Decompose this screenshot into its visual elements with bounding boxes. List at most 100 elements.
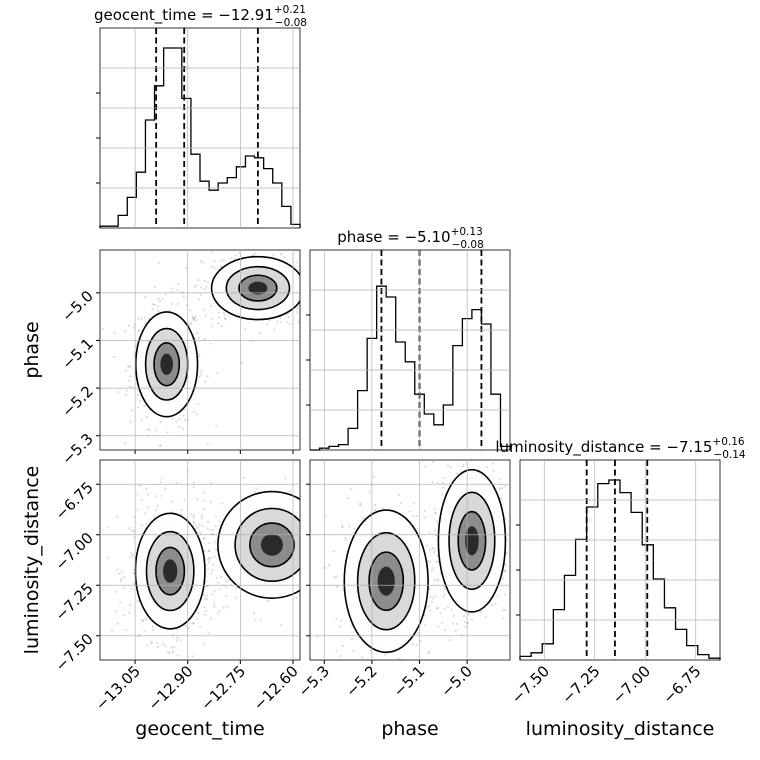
sample-point xyxy=(301,525,303,527)
sample-point xyxy=(216,371,219,374)
sample-point xyxy=(173,646,176,649)
sample-point xyxy=(373,508,377,511)
sample-point xyxy=(171,633,174,636)
sample-point xyxy=(483,671,485,673)
sample-point xyxy=(178,418,181,421)
sample-point xyxy=(347,496,350,500)
sample-point xyxy=(130,552,133,555)
sample-point xyxy=(359,502,362,505)
sample-point xyxy=(136,509,139,512)
sample-point xyxy=(130,588,133,591)
density xyxy=(315,452,508,709)
sample-point xyxy=(199,625,202,628)
sample-point xyxy=(254,252,257,255)
sample-point xyxy=(192,621,195,625)
sample-point xyxy=(304,286,306,288)
sample-point xyxy=(428,560,431,564)
sample-point xyxy=(266,599,270,603)
sample-point xyxy=(350,488,353,491)
sample-point xyxy=(220,502,224,505)
sample-point xyxy=(153,515,156,518)
sample-point xyxy=(206,375,209,378)
sample-point xyxy=(436,554,439,557)
sample-point xyxy=(491,603,494,607)
sample-point xyxy=(322,318,324,320)
density xyxy=(102,245,324,447)
sample-point xyxy=(442,452,444,454)
sample-point xyxy=(441,481,444,484)
sample-point xyxy=(429,595,432,598)
sample-point xyxy=(310,513,312,515)
sample-point xyxy=(433,528,436,531)
sample-point xyxy=(370,694,372,696)
sample-point xyxy=(209,617,213,620)
sample-point xyxy=(268,319,271,322)
sample-point xyxy=(359,707,361,709)
sample-point xyxy=(138,484,141,488)
sample-point xyxy=(461,465,464,468)
sample-point xyxy=(146,493,149,496)
sample-point xyxy=(136,600,139,603)
sample-point xyxy=(233,245,235,247)
sample-point xyxy=(129,365,132,368)
sample-point xyxy=(188,308,192,312)
sample-point xyxy=(197,611,200,614)
sample-point xyxy=(433,578,436,581)
sample-point xyxy=(207,281,210,284)
sample-point xyxy=(503,593,506,596)
sample-point xyxy=(338,625,341,628)
hist-panel-geocent_time: geocent_time = −12.91+0.21 xyxy=(94,4,306,229)
sample-point xyxy=(157,309,160,313)
sample-point xyxy=(202,537,205,540)
title-plus: +0.13 xyxy=(451,226,483,238)
sample-point xyxy=(419,640,422,643)
sample-point xyxy=(117,391,120,394)
sample-point xyxy=(321,279,323,281)
hist-step-phase xyxy=(310,285,511,451)
sample-point xyxy=(132,582,135,585)
sample-point xyxy=(213,555,216,558)
sample-point xyxy=(220,575,223,578)
sample-point xyxy=(204,380,207,383)
title-plus: +0.21 xyxy=(274,4,306,16)
sample-point xyxy=(128,611,131,614)
sample-point xyxy=(132,536,136,539)
sample-point xyxy=(176,639,179,642)
sample-point xyxy=(491,462,494,465)
sample-point xyxy=(214,541,217,544)
sample-point xyxy=(195,617,199,620)
sample-point xyxy=(206,527,209,530)
sample-point xyxy=(218,610,221,613)
sample-point xyxy=(207,558,210,561)
sample-point xyxy=(429,609,432,612)
sample-point xyxy=(207,549,211,553)
sample-point xyxy=(504,517,507,520)
sample-point xyxy=(451,622,455,625)
sample-point xyxy=(423,614,427,617)
sample-point xyxy=(206,585,209,588)
sample-point xyxy=(314,603,316,605)
sample-point xyxy=(479,610,482,613)
sample-point xyxy=(136,406,140,409)
sample-point xyxy=(446,605,449,608)
grid-lines xyxy=(310,250,510,450)
density-contour xyxy=(163,559,178,583)
sample-point xyxy=(130,528,133,531)
grid-lines xyxy=(100,28,300,228)
sample-point xyxy=(175,481,178,485)
sample-point xyxy=(176,289,179,292)
sample-point xyxy=(132,529,135,532)
sample-point xyxy=(339,619,343,622)
sample-point xyxy=(210,317,213,320)
sample-point xyxy=(123,587,126,590)
sample-point xyxy=(195,331,199,334)
sample-point xyxy=(439,611,442,615)
sample-point xyxy=(222,258,225,262)
sample-point xyxy=(143,670,145,672)
panel-frame xyxy=(309,459,511,661)
sample-point xyxy=(342,644,345,648)
sample-point xyxy=(198,355,201,358)
sample-point xyxy=(211,593,214,596)
sample-point xyxy=(443,477,446,480)
grid-lines xyxy=(100,250,300,450)
